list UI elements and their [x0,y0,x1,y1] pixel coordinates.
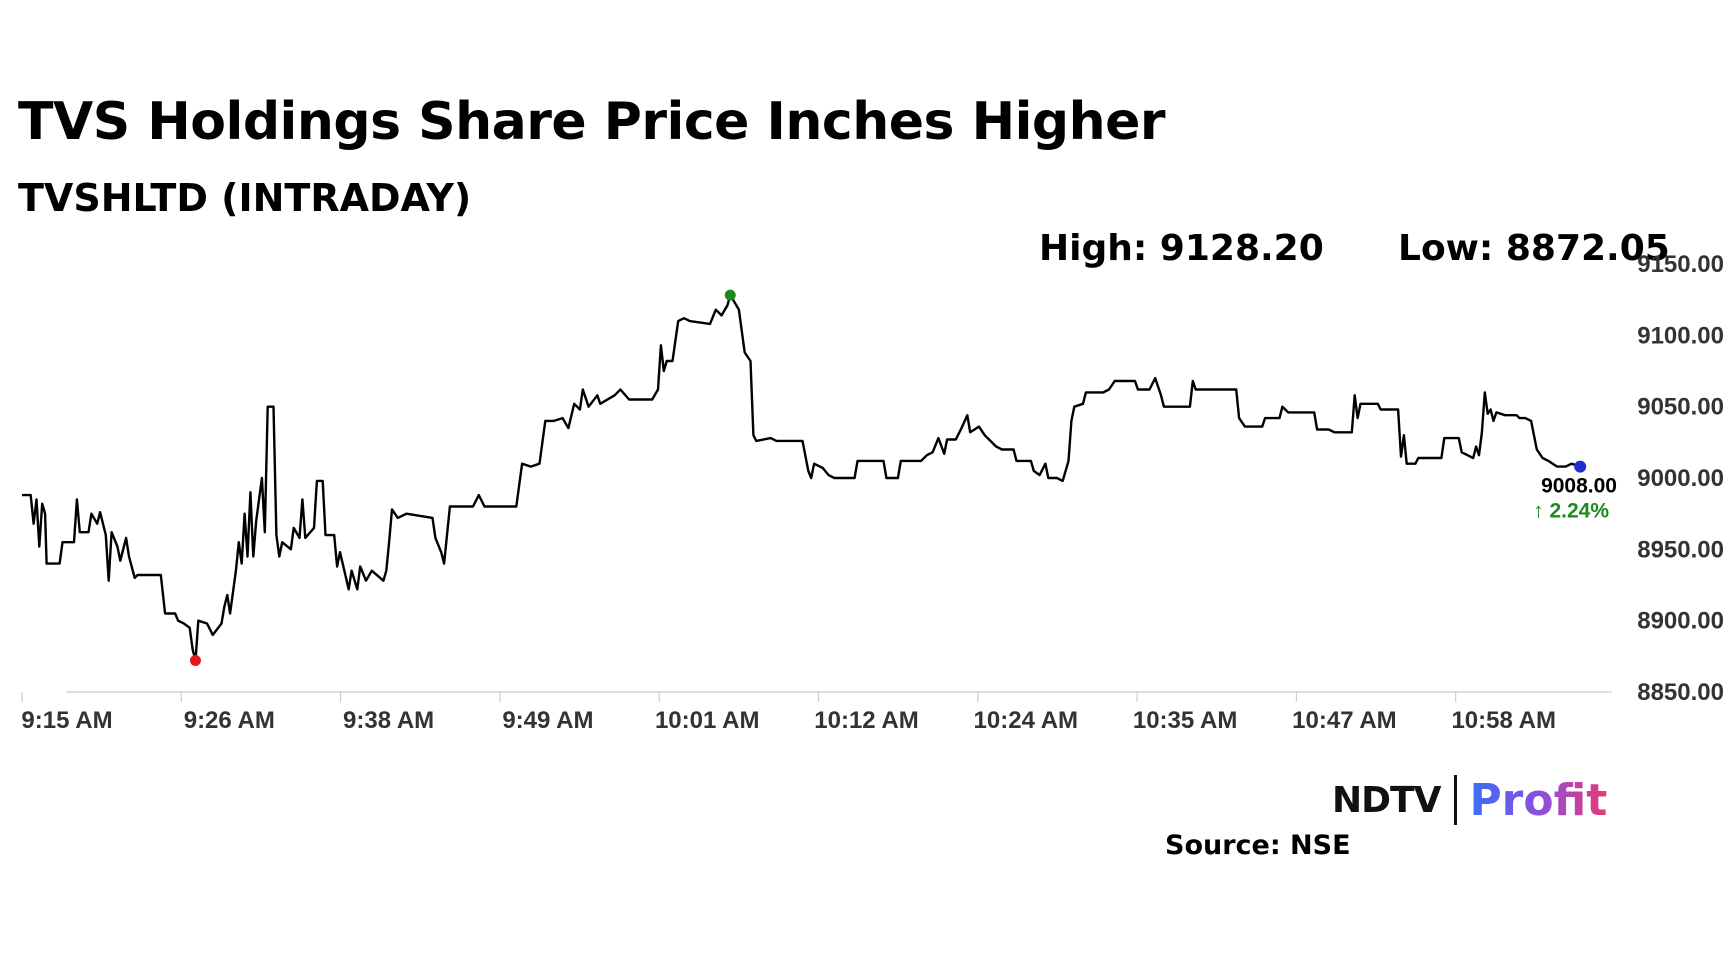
ndtv-profit-logo: NDTV Profit [1332,772,1607,828]
x-axis: 9:15 AM 9:26 AM 9:38 AM 9:49 AM 10:01 AM 10:1… [21,691,1612,734]
x-tick-label: 9:38 AM [343,707,434,734]
high-stat: High: 9128.20 [1039,228,1324,269]
y-tick-label: 8900.00 [1637,608,1724,635]
markers [189,289,1587,667]
logo-divider [1454,775,1458,825]
source-note: Source: NSE [1165,830,1351,861]
y-tick-label: 9050.00 [1637,394,1724,421]
last-value-label: 9008.00 [1541,475,1617,498]
y-axis: 9150.00 9100.00 9050.00 9000.00 8950.00 8900.… [1637,251,1724,706]
x-tick-label: 10:12 AM [814,707,918,734]
price-line [22,293,1581,662]
x-tick-label: 10:35 AM [1133,707,1237,734]
y-tick-label: 9100.00 [1637,322,1724,349]
chart-subtitle: TVSHLTD (INTRADAY) [18,176,472,220]
x-tick-label: 10:58 AM [1451,707,1555,734]
x-tick-label: 9:15 AM [21,707,112,734]
logo-profit-text: Profit [1469,774,1608,826]
chart-title: TVS Holdings Share Price Inches Higher [18,92,1166,152]
low-marker [189,655,201,667]
logo-ndtv-text: NDTV [1332,779,1441,821]
high-marker [724,289,736,301]
x-tick-label: 9:49 AM [502,707,593,734]
change-label: ↑ 2.24% [1533,500,1609,523]
y-tick-label: 8950.00 [1637,536,1724,563]
x-tick-label: 10:24 AM [974,707,1078,734]
y-tick-label: 8850.00 [1637,679,1724,706]
x-tick-label: 10:01 AM [655,707,759,734]
low-stat: Low: 8872.05 [1398,228,1670,269]
x-tick-label: 9:26 AM [184,707,275,734]
x-tick-label: 10:47 AM [1292,707,1396,734]
y-tick-label: 9150.00 [1637,251,1724,278]
y-tick-label: 9000.00 [1637,465,1724,492]
last-price-marker [1574,460,1587,473]
last-value-labels: 9008.00↑ 2.24% [1533,475,1617,523]
